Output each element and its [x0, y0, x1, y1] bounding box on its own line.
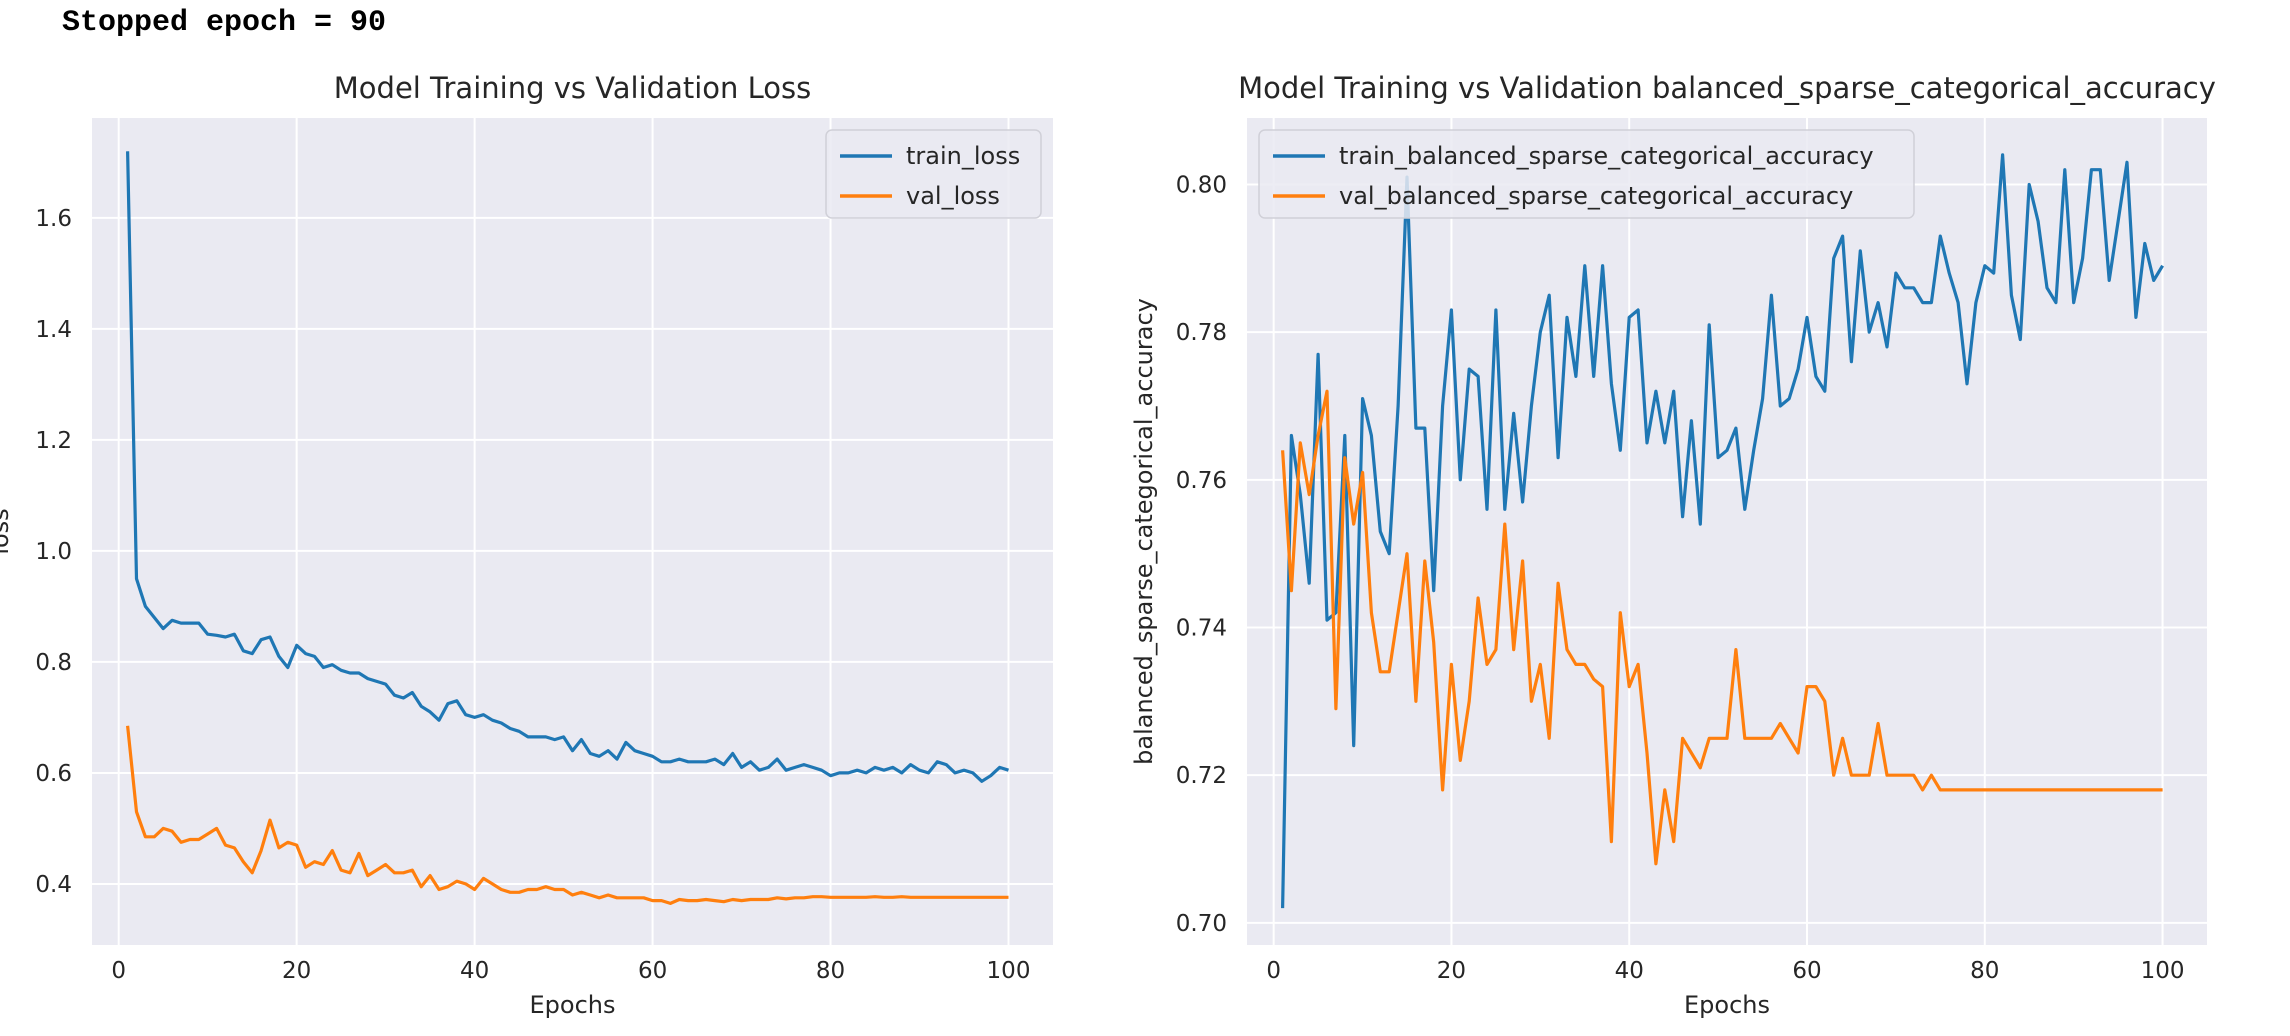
x-tick-label: 0 [1266, 958, 1281, 984]
x-tick-label: 80 [1970, 958, 1999, 984]
x-tick-label: 0 [111, 958, 126, 984]
legend: train_balanced_sparse_categorical_accura… [1258, 129, 1915, 219]
y-tick-label: 0.8 [35, 650, 72, 676]
chart-title: Model Training vs Validation Loss [334, 71, 811, 105]
x-tick-label: 60 [638, 958, 667, 984]
x-tick-label: 40 [460, 958, 489, 984]
x-tick-label: 20 [1437, 958, 1466, 984]
y-tick-label: 1.6 [35, 206, 72, 232]
y-tick-label: 0.70 [1176, 911, 1227, 937]
y-tick-label: 0.80 [1176, 172, 1227, 198]
y-tick-label: 0.76 [1176, 468, 1227, 494]
series-line-val_balanced_sparse_categorical_accuracy [1281, 389, 2163, 866]
series-line-train_loss [126, 151, 1009, 783]
chart-title: Model Training vs Validation balanced_sp… [1238, 71, 2216, 105]
x-tick-label: 40 [1615, 958, 1644, 984]
plot-area [1247, 118, 2207, 945]
x-tick-label: 20 [282, 958, 311, 984]
legend: train_loss val_loss [825, 129, 1042, 219]
loss-chart: 0 20 40 60 80 100 0.4 0.6 0.8 1.0 1.2 1.4 1.6 Model T… [0, 71, 1053, 1019]
y-tick-label: 0.72 [1176, 763, 1227, 789]
series-line-train_balanced_sparse_categorical_accuracy [1281, 153, 2164, 909]
y-tick-label: 0.74 [1176, 615, 1227, 641]
plot-area [92, 118, 1053, 945]
x-axis-label: Epochs [1684, 991, 1770, 1019]
x-tick-label: 100 [987, 958, 1031, 984]
legend-box [1258, 129, 1915, 219]
x-tick-label: 60 [1792, 958, 1821, 984]
legend-entry: train_loss [906, 142, 1020, 170]
series-line-val_loss [126, 725, 1009, 906]
y-axis-label: balanced_sparse_categorical_accuracy [1130, 298, 1158, 765]
y-tick-label: 0.78 [1176, 320, 1227, 346]
legend-entry: train_balanced_sparse_categorical_accura… [1339, 142, 1874, 170]
x-tick-label: 100 [2141, 958, 2185, 984]
y-tick-label: 1.4 [35, 317, 72, 343]
y-tick-label: 1.2 [35, 428, 72, 454]
y-axis-label: loss [0, 508, 14, 554]
legend-entry: val_balanced_sparse_categorical_accuracy [1339, 182, 1853, 210]
x-axis-label: Epochs [530, 991, 616, 1019]
accuracy-chart: 0 20 40 60 80 100 0.70 0.72 0.74 0.76 0.78 0.80 Mode… [1130, 71, 2216, 1019]
y-tick-label: 1.0 [35, 539, 72, 565]
x-tick-label: 80 [816, 958, 845, 984]
y-tick-label: 0.6 [35, 761, 72, 787]
y-tick-label: 0.4 [35, 872, 72, 898]
stopped-epoch-output: Stopped epoch = 90 [62, 6, 387, 40]
legend-entry: val_loss [906, 182, 1000, 210]
